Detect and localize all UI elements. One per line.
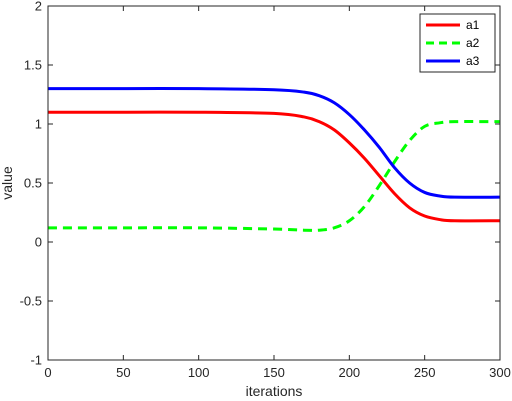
series-line-a1 [48, 110, 501, 223]
y-tick-label: 2 [35, 0, 42, 14]
axes: 0 50 100 150 200 250 300 -1 -0.5 0 0.5 1 1.5 2 [20, 0, 511, 380]
x-tick-label: 200 [338, 365, 360, 380]
x-tick-label: 250 [414, 365, 436, 380]
y-axis-label: value [0, 166, 15, 200]
y-tick-label: -1 [30, 353, 42, 368]
y-tick-label: 0.5 [24, 176, 42, 191]
y-tick-label: 1.5 [24, 58, 42, 73]
legend-label-a2: a2 [466, 36, 480, 50]
y-tick-label: 1 [35, 117, 42, 132]
x-tick-label: 300 [489, 365, 511, 380]
legend-label-a3: a3 [466, 54, 480, 68]
x-tick-label: 50 [116, 365, 130, 380]
x-axis-label: iterations [246, 383, 303, 399]
x-tick-label: 150 [263, 365, 285, 380]
series-lines [47, 87, 501, 232]
x-tick-label: 0 [44, 365, 51, 380]
legend: a1 a2 a3 [419, 13, 496, 73]
x-tick-label: 100 [188, 365, 210, 380]
series-line-a2 [47, 120, 501, 232]
series-line-a3 [48, 87, 501, 199]
legend-label-a1: a1 [466, 18, 480, 32]
y-tick-label: -0.5 [20, 294, 42, 309]
y-tick-label: 0 [35, 235, 42, 250]
